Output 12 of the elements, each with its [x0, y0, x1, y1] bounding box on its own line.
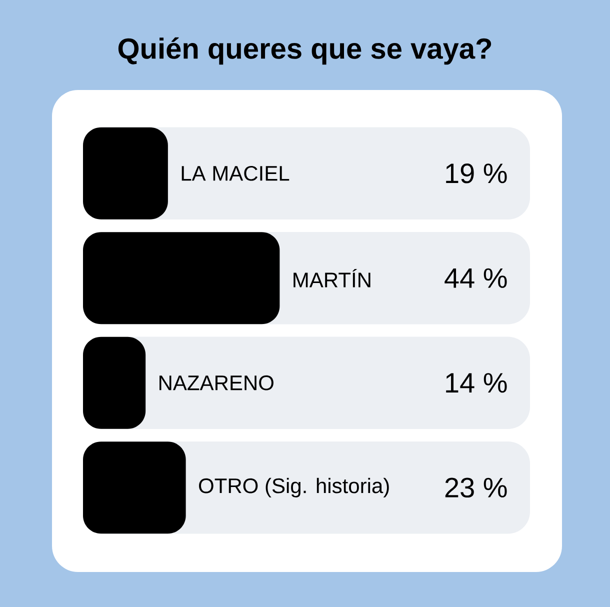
data-label: 44 % [444, 268, 507, 288]
y-tick-label: MARTÍN [294, 269, 370, 288]
y-tick-label: LA MACIEL [182, 166, 290, 181]
chart-title: Quién queres que se vaya? [118, 37, 492, 65]
y-tick-label: OTRO (Sig. historia) [199, 478, 389, 498]
y-tick-label: NAZARENO [160, 375, 274, 390]
bar [83, 442, 186, 534]
data-label: 23 % [445, 478, 507, 498]
data-label: 14 % [446, 373, 507, 393]
bar [83, 336, 146, 429]
bar [83, 127, 168, 220]
data-label: 19 % [446, 163, 507, 184]
